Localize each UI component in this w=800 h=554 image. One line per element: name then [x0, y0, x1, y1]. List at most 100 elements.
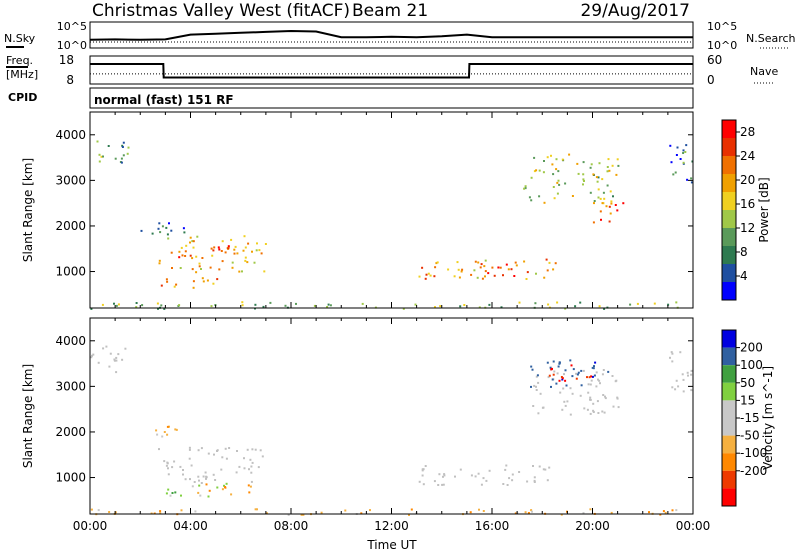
velocity-cell [511, 473, 514, 476]
velocity-cell [97, 361, 100, 364]
power-cell [597, 196, 600, 199]
velocity-cell [117, 353, 120, 356]
y-tick-label: 2000 [55, 425, 86, 439]
velocity-cell [537, 412, 540, 415]
power-cell [686, 178, 689, 181]
power-cell [102, 155, 104, 158]
velocity-colorbar-swatches [722, 330, 736, 506]
velocity-cell [589, 508, 592, 511]
power-cell [425, 273, 428, 276]
power-cell [555, 158, 558, 161]
power-cell [264, 243, 267, 245]
velocity-cell [602, 394, 605, 396]
velocity-cell [470, 474, 473, 477]
velocity-cell [115, 359, 118, 362]
power-cell [260, 252, 263, 255]
power-cell [244, 259, 247, 262]
power-cell [210, 305, 213, 308]
x-tick-label: 04:00 [173, 519, 208, 533]
velocity-cell [602, 369, 605, 371]
power-cell [192, 240, 195, 243]
nave-label: Nave [750, 65, 778, 78]
power-cell [576, 162, 579, 165]
power-cell [241, 301, 244, 304]
velocity-cell [197, 491, 200, 494]
velocity-cell [511, 479, 514, 482]
velocity-cell [155, 429, 158, 432]
velocity-cell [221, 456, 224, 459]
velocity-cell [563, 373, 565, 376]
velocity-cell [576, 373, 579, 376]
power-colorbar-ticks: 4 8 12 16 20 24 28 [736, 125, 755, 283]
velocity-colorbar-tick-label: -50 [740, 429, 760, 443]
power-cell [684, 151, 687, 153]
velocity-cell [421, 469, 424, 472]
power-cell [100, 155, 103, 158]
power-cell [433, 275, 436, 278]
power-cell [101, 303, 104, 306]
power-cell [200, 268, 202, 270]
y-tick-label: 1000 [55, 471, 86, 485]
velocity-cell [408, 514, 410, 516]
noise-sky-line [89, 29, 693, 41]
velocity-cell [454, 475, 456, 478]
power-cell [676, 146, 679, 149]
power-cell [242, 249, 245, 252]
velocity-panel: 1000 2000 3000 4000 00:00 04:00 08:00 12:00 16:… [21, 317, 710, 552]
date-label: 29/Aug/2017 [580, 1, 690, 21]
velocity-cell [682, 390, 685, 393]
power-cell [582, 183, 584, 186]
velocity-cell [589, 412, 592, 415]
velocity-cell [662, 510, 665, 513]
power-cell [192, 286, 195, 289]
velocity-cell [671, 386, 674, 389]
power-cell [463, 304, 466, 306]
velocity-cell [171, 492, 174, 494]
velocity-cell [441, 483, 444, 486]
velocity-cell [604, 397, 607, 400]
velocity-cell [205, 483, 208, 486]
velocity-ylabel: Slant Range [km] [21, 364, 35, 468]
velocity-cell [575, 372, 578, 375]
power-cell [165, 226, 168, 229]
power-cell [227, 247, 230, 250]
power-cell [599, 197, 602, 200]
power-cell [327, 303, 330, 306]
velocity-cell [582, 512, 585, 515]
velocity-cell [681, 373, 684, 376]
velocity-cell [207, 495, 210, 498]
velocity-cell [552, 373, 555, 376]
power-colorbar-swatch [722, 282, 736, 300]
velocity-cell [594, 361, 597, 364]
power-cell [538, 169, 541, 172]
power-cell [189, 254, 192, 257]
velocity-cell [266, 512, 268, 515]
velocity-cell [564, 379, 567, 382]
power-cell [201, 257, 204, 259]
nsky-label: N.Sky [4, 32, 36, 45]
velocity-cell [443, 474, 446, 477]
power-cell [114, 157, 117, 160]
velocity-cell [575, 377, 578, 380]
velocity-cell [560, 376, 563, 378]
velocity-cell [469, 511, 472, 514]
velocity-cell [593, 365, 595, 368]
noise-right-tick-bottom: 10^0 [707, 39, 737, 52]
power-cell [484, 275, 486, 278]
velocity-cell [191, 485, 194, 488]
velocity-cell [589, 398, 591, 401]
velocity-cell [572, 368, 575, 371]
power-cell [418, 275, 421, 278]
power-cell [171, 267, 173, 269]
power-cell [178, 250, 181, 253]
velocity-cell [561, 408, 564, 411]
velocity-colorbar-swatch [722, 418, 736, 436]
freq-label-2: [MHz] [6, 68, 38, 81]
velocity-cell [586, 408, 589, 411]
velocity-cell [682, 378, 685, 381]
velocity-cell [595, 371, 598, 374]
velocity-cell [590, 379, 593, 382]
power-cell [166, 233, 169, 236]
y-tick-label: 3000 [55, 379, 86, 393]
